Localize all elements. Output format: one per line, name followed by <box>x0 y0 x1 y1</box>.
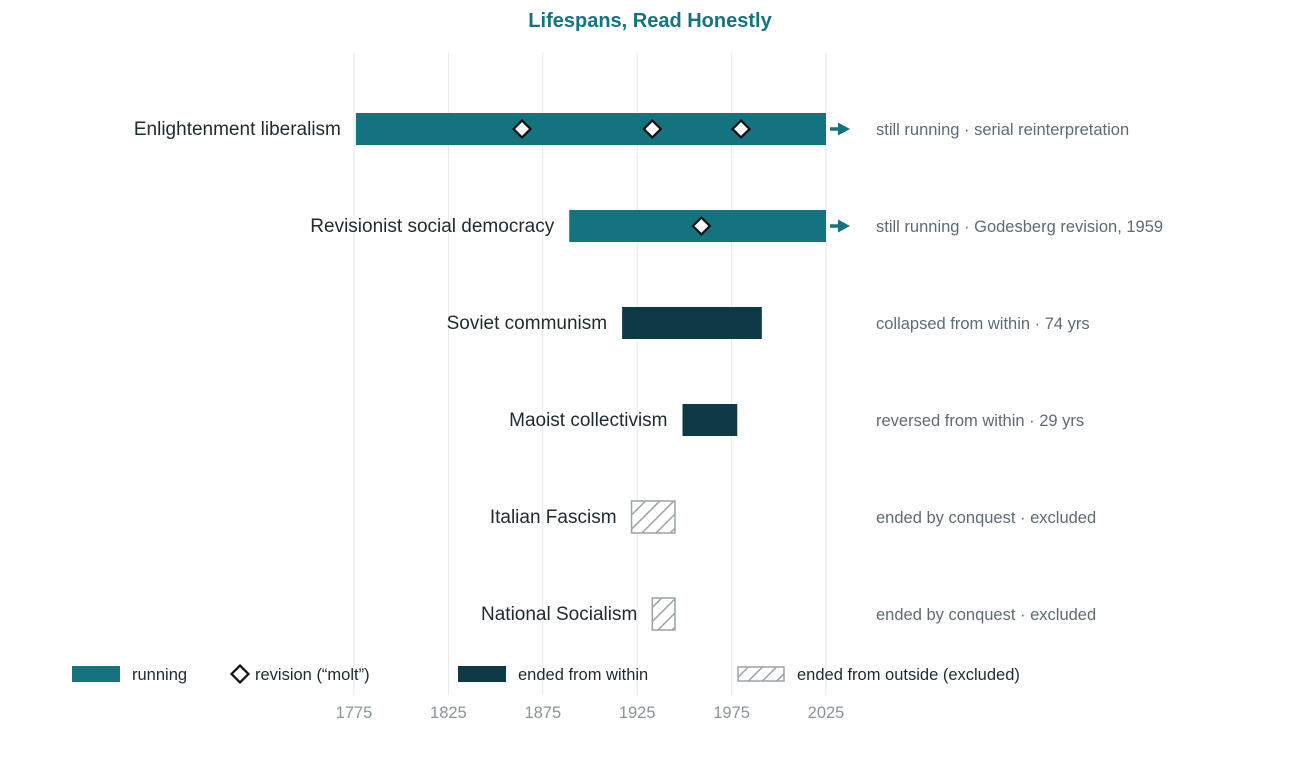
lifespan-bar <box>682 404 738 436</box>
row-italian-fascism: Italian Fascism ended by conquest · exclu… <box>490 500 1096 534</box>
row-annotation: reversed from within · 29 yrs <box>876 412 1084 430</box>
legend-item-revision: revision (“molt”) <box>229 663 370 685</box>
tick-label-2025: 2025 <box>808 704 845 722</box>
legend-label: revision (“molt”) <box>255 666 370 684</box>
revision-marker-1959 <box>691 215 712 237</box>
continues-arrow-icon <box>838 122 850 136</box>
row-annotation: ended by conquest · excluded <box>876 606 1096 624</box>
grid-lines <box>353 52 827 695</box>
row-label: Revisionist social democracy <box>310 216 554 237</box>
lifespan-bar <box>622 307 762 339</box>
legend-item-running: running <box>72 666 187 684</box>
legend-label: ended from within <box>518 666 648 684</box>
row-label: Enlightenment liberalism <box>134 119 341 140</box>
legend-label: ended from outside (excluded) <box>797 666 1020 684</box>
revision-marker-1933 <box>642 118 663 140</box>
lifespan-bar <box>355 113 826 145</box>
legend-label: running <box>132 666 187 684</box>
row-label: National Socialism <box>481 604 637 625</box>
row-label: Maoist collectivism <box>509 410 667 431</box>
chart-title: Lifespans, Read Honestly <box>528 10 772 32</box>
row-label: Soviet communism <box>447 313 608 334</box>
legend-item-ended-within: ended from within <box>458 666 648 684</box>
legend-swatch-ended-within <box>458 666 506 682</box>
row-annotation: still running · serial reinterpretation <box>876 121 1129 139</box>
x-axis: 1775 1825 1875 1925 1975 2025 <box>336 704 845 722</box>
revision-marker-1864 <box>511 118 533 140</box>
row-enlightenment-liberalism: Enlightenment liberalism still running · … <box>134 113 1129 145</box>
tick-label-1875: 1875 <box>524 704 561 722</box>
lifespan-bar <box>651 597 676 631</box>
legend-swatch-outside <box>737 666 785 682</box>
tick-label-1925: 1925 <box>619 704 656 722</box>
lifespan-bar <box>630 500 676 534</box>
row-revisionist-social-democracy: Revisionist social democracy still runnin… <box>310 210 1163 242</box>
row-national-socialism: National Socialism ended by conquest · ex… <box>481 597 1096 631</box>
row-soviet-communism: Soviet communism collapsed from within · … <box>447 307 1090 339</box>
timeline-rows: Enlightenment liberalism still running · … <box>134 113 1163 631</box>
row-annotation: ended by conquest · excluded <box>876 509 1096 527</box>
row-label: Italian Fascism <box>490 507 617 528</box>
tick-label-1775: 1775 <box>336 704 373 722</box>
continues-arrow-icon <box>838 219 850 233</box>
row-annotation: collapsed from within · 74 yrs <box>876 315 1090 333</box>
tick-label-1975: 1975 <box>713 704 750 722</box>
legend-swatch-running <box>72 666 120 682</box>
tick-label-1825: 1825 <box>430 704 467 722</box>
row-maoist-collectivism: Maoist collectivism reversed from within … <box>509 404 1084 436</box>
legend-item-outside: ended from outside (excluded) <box>737 666 1020 684</box>
legend-swatch-revision <box>229 663 251 685</box>
legend: running revision (“molt”) ended from withi… <box>72 663 1020 685</box>
revision-marker-1980 <box>730 118 752 140</box>
row-annotation: still running · Godesberg revision, 1959 <box>876 218 1163 236</box>
